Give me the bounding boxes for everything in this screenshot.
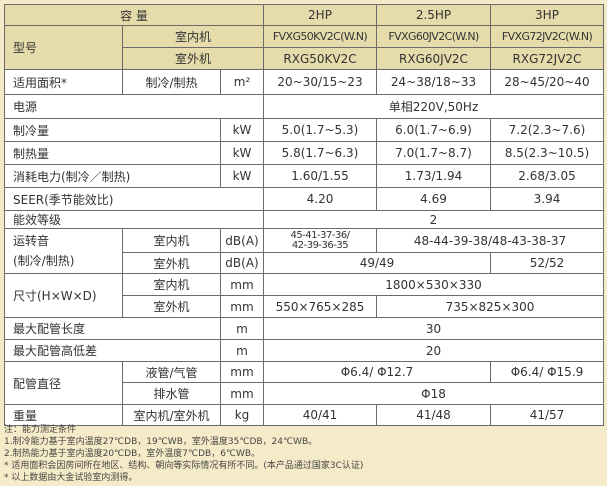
capacity-label: 容 量 [4,4,264,26]
consumption-value: 1.60/1.55 [263,164,377,188]
noise-label: 运转音 (制冷/制热) [4,228,123,274]
noise-outdoor-a: 49/49 [263,252,491,274]
heating-label: 制热量 [4,141,221,165]
area-label: 适用面积* [4,69,123,95]
area-sub: 制冷/制热 [122,69,221,95]
indoor-label: 室内机 [122,25,264,48]
cooling-value: 5.0(1.7~5.3) [263,118,377,142]
heating-value: 8.5(2.3~10.5) [490,141,604,165]
weight-unit: kg [220,404,264,426]
size-label: 尺寸(H×W×D) [4,273,123,318]
size-outdoor-a: 550×765×285 [263,295,377,318]
noise-unit: dB(A) [220,228,264,253]
consumption-value: 1.73/1.94 [376,164,491,188]
heating-value: 5.8(1.7~6.3) [263,141,377,165]
seer-value: 4.69 [376,187,491,211]
power-label: 电源 [4,94,264,119]
indoor-model: FVXG50KV2C(W.N) [263,25,377,48]
noise-indoor-2hp: 45-41-37-36/42-39-36-35 [263,228,377,253]
cooling-unit: kW [220,118,264,142]
weight-value: 41/57 [490,404,604,426]
area-value: 24~38/18~33 [376,69,491,95]
pipe-liquid-label: 液管/气管 [122,361,221,383]
capacity-3hp: 3HP [490,4,604,26]
noise-outdoor-label: 室外机 [122,252,221,274]
cooling-value: 7.2(2.3~7.6) [490,118,604,142]
noise-outdoor-b: 52/52 [490,252,604,274]
outdoor-model: RXG60JV2C [376,47,491,70]
indoor-model: FVXG72JV2C(W.N) [490,25,604,48]
area-unit: m² [220,69,264,95]
pipe-dia-unit: mm [220,382,264,405]
pipe-height-value: 20 [263,339,604,362]
efficiency-value: 2 [263,210,604,229]
seer-value: 3.94 [490,187,604,211]
pipe-dia-unit: mm [220,361,264,383]
outdoor-label: 室外机 [122,47,264,70]
pipe-height-unit: m [220,339,264,362]
consumption-value: 2.68/3.05 [490,164,604,188]
noise-line: 45-41-37-36/ [290,229,350,241]
footnote: 2.制热能力基于室内温度20℃DB，室外温度7℃DB，6℃WB。 [4,449,261,459]
noise-unit: dB(A) [220,252,264,274]
size-outdoor-b: 735×825×300 [376,295,604,318]
size-unit: mm [220,273,264,296]
seer-value: 4.20 [263,187,377,211]
outdoor-model: RXG72JV2C [490,47,604,70]
footnote: 注：能力测定条件 [4,425,77,435]
noise-label-line2: (制冷/制热) [13,254,75,268]
weight-value: 40/41 [263,404,377,426]
footnote: * 以上数据由大金试验室内测得。 [4,473,138,483]
pipe-drain-value: Φ18 [263,382,604,405]
capacity-2-5hp: 2.5HP [376,4,491,26]
footnote: 1.制冷能力基于室内温度27℃DB，19℃WB，室外温度35℃DB，24℃WB。 [4,437,318,447]
pipe-height-label: 最大配管高低差 [4,339,221,362]
footnotes: 注：能力测定条件 1.制冷能力基于室内温度27℃DB，19℃WB，室外温度35℃… [4,424,363,484]
heating-unit: kW [220,141,264,165]
pipe-length-value: 30 [263,317,604,340]
cooling-label: 制冷量 [4,118,221,142]
cooling-value: 6.0(1.7~6.9) [376,118,491,142]
noise-indoor-other: 48-44-39-38/48-43-38-37 [376,228,604,253]
weight-sub: 室内机/室外机 [122,404,221,426]
pipe-liquid-a: Φ6.4/ Φ12.7 [263,361,491,383]
area-value: 20~30/15~23 [263,69,377,95]
area-value: 28~45/20~40 [490,69,604,95]
size-outdoor-label: 室外机 [122,295,221,318]
weight-value: 41/48 [376,404,491,426]
indoor-model: FVXG60JV2C(W.N) [376,25,491,48]
noise-line: 42-39-36-35 [291,239,349,251]
pipe-drain-label: 排水管 [122,382,221,405]
size-indoor-value: 1800×530×330 [263,273,604,296]
outdoor-model: RXG50KV2C [263,47,377,70]
pipe-dia-label: 配管直径 [4,361,123,405]
consumption-unit: kW [220,164,264,188]
size-indoor-label: 室内机 [122,273,221,296]
heating-value: 7.0(1.7~8.7) [376,141,491,165]
footnote: * 适用面积会因房间所在地区、结构、朝向等实际情况有所不同。(本产品通过国家3C… [4,461,364,471]
spec-table: 容 量 2HP 2.5HP 3HP 型号 室内机 FVXG50KV2C(W.N)… [4,4,604,426]
model-label: 型号 [4,25,123,70]
weight-label: 重量 [4,404,123,426]
size-unit: mm [220,295,264,318]
power-value: 单相220V,50Hz [263,94,604,119]
pipe-length-unit: m [220,317,264,340]
noise-indoor-label: 室内机 [122,228,221,253]
pipe-length-label: 最大配管长度 [4,317,221,340]
efficiency-label: 能效等级 [4,210,264,229]
capacity-2hp: 2HP [263,4,377,26]
consumption-label: 消耗电力(制冷／制热) [4,164,221,188]
seer-label: SEER(季节能效比) [4,187,264,211]
noise-label-line1: 运转音 [13,234,50,248]
pipe-liquid-b: Φ6.4/ Φ15.9 [490,361,604,383]
